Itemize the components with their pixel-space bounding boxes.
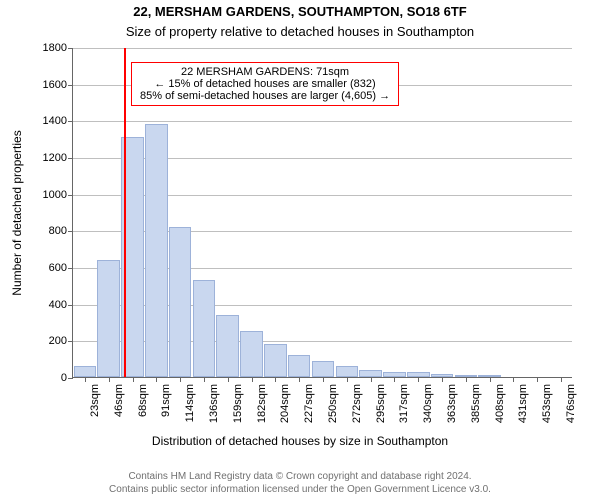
x-tick-mark	[490, 377, 491, 382]
x-tick-mark	[466, 377, 467, 382]
property-annotation-box: 22 MERSHAM GARDENS: 71sqm ← 15% of detac…	[131, 62, 399, 106]
x-tick-label: 408sqm	[494, 384, 506, 423]
x-tick-mark	[85, 377, 86, 382]
x-tick-label: 114sqm	[184, 384, 196, 422]
annotation-line-3: 85% of semi-detached houses are larger (…	[140, 90, 390, 102]
x-tick-label: 453sqm	[541, 384, 553, 423]
x-tick-label: 317sqm	[398, 384, 410, 423]
y-tick-mark	[68, 305, 73, 306]
y-tick-label: 1400	[43, 115, 67, 127]
footer-line-2: Contains public sector information licen…	[0, 483, 600, 496]
y-tick-mark	[68, 195, 73, 196]
plot-area: 02004006008001000120014001600180023sqm46…	[72, 48, 572, 378]
histogram-bar	[97, 260, 120, 377]
x-tick-label: 272sqm	[351, 384, 363, 423]
histogram-bar	[74, 366, 97, 377]
x-tick-mark	[156, 377, 157, 382]
x-tick-mark	[275, 377, 276, 382]
y-tick-mark	[68, 158, 73, 159]
y-tick-label: 600	[49, 262, 67, 274]
y-tick-mark	[68, 378, 73, 379]
x-tick-label: 431sqm	[517, 384, 529, 423]
histogram-bar	[169, 227, 192, 377]
x-tick-mark	[442, 377, 443, 382]
x-tick-mark	[418, 377, 419, 382]
x-tick-mark	[109, 377, 110, 382]
x-tick-mark	[347, 377, 348, 382]
x-axis-label: Distribution of detached houses by size …	[0, 434, 600, 448]
x-tick-label: 250sqm	[327, 384, 339, 423]
annotation-line-1: 22 MERSHAM GARDENS: 71sqm	[140, 66, 390, 78]
histogram-bar	[264, 344, 287, 377]
histogram-bar	[145, 124, 168, 377]
x-tick-label: 340sqm	[422, 384, 434, 423]
annotation-line-2: ← 15% of detached houses are smaller (83…	[140, 78, 390, 90]
y-tick-label: 0	[61, 372, 67, 384]
x-tick-label: 385sqm	[470, 384, 482, 423]
histogram-bar	[240, 331, 263, 377]
y-tick-mark	[68, 85, 73, 86]
chart-title-line1: 22, MERSHAM GARDENS, SOUTHAMPTON, SO18 6…	[0, 4, 600, 19]
y-tick-mark	[68, 231, 73, 232]
y-tick-mark	[68, 268, 73, 269]
footer-line-1: Contains HM Land Registry data © Crown c…	[0, 470, 600, 483]
y-tick-mark	[68, 121, 73, 122]
x-tick-mark	[228, 377, 229, 382]
x-tick-mark	[537, 377, 538, 382]
x-tick-label: 295sqm	[375, 384, 387, 423]
x-tick-mark	[252, 377, 253, 382]
histogram-bar	[336, 366, 359, 377]
x-tick-label: 23sqm	[89, 384, 101, 417]
chart-container: 22, MERSHAM GARDENS, SOUTHAMPTON, SO18 6…	[0, 0, 600, 500]
x-tick-mark	[561, 377, 562, 382]
y-tick-label: 400	[49, 299, 67, 311]
x-tick-mark	[133, 377, 134, 382]
y-tick-mark	[68, 48, 73, 49]
grid-line	[73, 121, 572, 122]
x-tick-mark	[299, 377, 300, 382]
y-tick-label: 1000	[43, 189, 67, 201]
x-tick-mark	[513, 377, 514, 382]
x-tick-label: 363sqm	[446, 384, 458, 423]
footer-attribution: Contains HM Land Registry data © Crown c…	[0, 470, 600, 496]
chart-title-line2: Size of property relative to detached ho…	[0, 24, 600, 39]
x-tick-label: 476sqm	[565, 384, 577, 423]
y-tick-mark	[68, 341, 73, 342]
histogram-bar	[216, 315, 239, 377]
grid-line	[73, 48, 572, 49]
histogram-bar	[288, 355, 311, 377]
x-tick-mark	[323, 377, 324, 382]
y-tick-label: 800	[49, 225, 67, 237]
x-tick-label: 91sqm	[160, 384, 172, 417]
y-tick-label: 1800	[43, 42, 67, 54]
y-axis-label: Number of detached properties	[10, 130, 24, 295]
x-tick-label: 182sqm	[256, 384, 268, 423]
x-tick-label: 136sqm	[208, 384, 220, 423]
x-tick-label: 204sqm	[279, 384, 291, 423]
x-tick-label: 227sqm	[303, 384, 315, 423]
x-tick-mark	[394, 377, 395, 382]
histogram-bar	[312, 361, 335, 378]
x-tick-mark	[180, 377, 181, 382]
x-tick-mark	[204, 377, 205, 382]
y-tick-label: 1600	[43, 79, 67, 91]
x-tick-mark	[371, 377, 372, 382]
property-marker-line	[124, 48, 126, 377]
y-tick-label: 200	[49, 335, 67, 347]
histogram-bar	[359, 370, 382, 377]
x-tick-label: 159sqm	[232, 384, 244, 423]
y-tick-label: 1200	[43, 152, 67, 164]
x-tick-label: 68sqm	[137, 384, 149, 417]
histogram-bar	[193, 280, 216, 377]
x-tick-label: 46sqm	[113, 384, 125, 417]
